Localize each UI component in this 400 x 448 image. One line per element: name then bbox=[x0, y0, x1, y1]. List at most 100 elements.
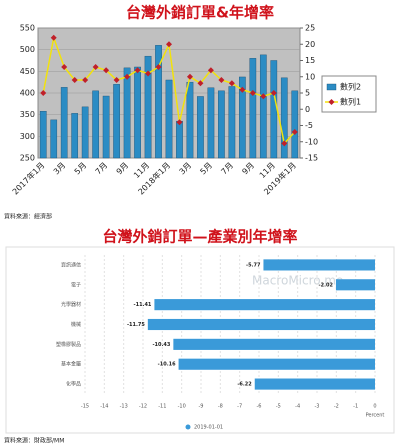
y-tick-label: 資訊通信 bbox=[61, 261, 81, 268]
marker bbox=[249, 90, 256, 96]
bar bbox=[291, 90, 299, 159]
bar bbox=[123, 67, 131, 159]
x-tick-label: -7 bbox=[237, 404, 242, 410]
y-tick-label: 電子 bbox=[71, 281, 81, 288]
bar bbox=[186, 81, 194, 159]
marker bbox=[155, 64, 162, 70]
marker bbox=[291, 129, 298, 135]
y2-tick-label: 15 bbox=[305, 56, 315, 65]
y-tick-label: 250 bbox=[20, 154, 35, 163]
x-tick-label: 0 bbox=[373, 404, 376, 410]
value-label: -10.43 bbox=[152, 342, 170, 348]
y-tick-label: 300 bbox=[20, 132, 35, 141]
marker bbox=[40, 90, 47, 96]
legend-box bbox=[321, 75, 377, 113]
marker bbox=[82, 77, 89, 83]
y-tick-label: 機械 bbox=[71, 321, 81, 328]
x-tick-label: -13 bbox=[120, 404, 128, 410]
source-note: 資料來源：財政部/MM bbox=[4, 437, 64, 445]
marker bbox=[239, 86, 246, 93]
y-tick-label: 450 bbox=[20, 67, 35, 76]
value-label: -2.02 bbox=[319, 282, 334, 288]
bar bbox=[50, 119, 58, 159]
bar bbox=[147, 318, 375, 331]
bar bbox=[154, 299, 375, 311]
legend-label: 數列2 bbox=[340, 82, 361, 92]
legend-swatch bbox=[328, 99, 335, 105]
x-tick-label: 3月 bbox=[52, 161, 68, 177]
legend-label: 2019-01-01 bbox=[194, 425, 223, 431]
y-tick-label: 化學品 bbox=[66, 381, 81, 388]
marker bbox=[186, 73, 193, 80]
marker bbox=[134, 67, 141, 74]
marker bbox=[113, 77, 120, 83]
marker bbox=[270, 90, 277, 96]
value-label: -10.16 bbox=[158, 362, 176, 368]
x-tick-label: -2 bbox=[334, 404, 339, 410]
x-tick-label: -3 bbox=[315, 404, 320, 410]
x-tick-label: 9月 bbox=[115, 161, 131, 177]
bar bbox=[280, 77, 288, 159]
x-tick-label: 7月 bbox=[94, 161, 110, 177]
x-tick-label: 5月 bbox=[198, 161, 214, 177]
bar bbox=[102, 95, 110, 159]
value-label: -11.75 bbox=[127, 322, 145, 328]
y2-tick-label: -15 bbox=[305, 154, 318, 163]
bar bbox=[263, 259, 375, 271]
bar bbox=[228, 86, 236, 159]
marker bbox=[50, 34, 57, 41]
bar bbox=[155, 45, 162, 159]
marker bbox=[260, 93, 267, 100]
chart-title: 台灣外銷訂單&年增率 bbox=[126, 4, 274, 22]
y-tick-label: 550 bbox=[20, 24, 35, 33]
x-tick-label: -10 bbox=[178, 404, 186, 410]
y2-tick-label: 20 bbox=[305, 40, 315, 49]
value-label: -11.41 bbox=[134, 302, 152, 308]
bar bbox=[134, 66, 141, 159]
bar bbox=[173, 338, 375, 350]
marker bbox=[197, 80, 204, 87]
bar bbox=[92, 90, 99, 159]
x-tick-label: 9月 bbox=[240, 161, 256, 177]
marker bbox=[166, 41, 172, 48]
marker bbox=[176, 119, 183, 126]
y-tick-label: 基本金屬 bbox=[61, 361, 81, 368]
bar bbox=[176, 120, 183, 159]
bar bbox=[218, 90, 225, 159]
x-tick-label: 2017年1月 bbox=[10, 160, 46, 196]
x-tick-label: -12 bbox=[139, 404, 147, 410]
marker bbox=[103, 67, 110, 74]
bar bbox=[239, 76, 246, 159]
x-tick-label: -4 bbox=[295, 404, 300, 410]
y2-tick-label: -10 bbox=[305, 137, 318, 146]
marker bbox=[71, 77, 78, 83]
bar bbox=[144, 55, 152, 159]
bar bbox=[270, 60, 278, 159]
x-axis-label: Percent bbox=[366, 413, 385, 419]
x-tick-label: 5月 bbox=[73, 161, 89, 177]
marker bbox=[281, 140, 288, 147]
y2-tick-label: 25 bbox=[305, 24, 315, 33]
marker bbox=[218, 77, 225, 83]
y-tick-label: 350 bbox=[20, 110, 35, 119]
x-tick-label: 3月 bbox=[178, 161, 194, 177]
bar bbox=[178, 358, 375, 370]
bar bbox=[207, 87, 215, 159]
y-tick-label: 500 bbox=[20, 45, 35, 54]
x-tick-label: -8 bbox=[218, 404, 223, 410]
chart-frame bbox=[5, 246, 395, 434]
x-tick-label: -1 bbox=[353, 404, 358, 410]
y-tick-label: 光學器材 bbox=[61, 301, 81, 308]
y2-tick-label: 0 bbox=[305, 105, 310, 114]
y2-tick-label: -5 bbox=[305, 121, 313, 130]
bar bbox=[249, 58, 257, 159]
source-note: 資料來源：經濟部 bbox=[4, 213, 52, 221]
marker bbox=[92, 64, 99, 70]
x-tick-label: -15 bbox=[81, 404, 89, 410]
x-tick-label: -11 bbox=[158, 404, 166, 410]
legend-label: 數列1 bbox=[340, 97, 361, 107]
x-tick-label: 7月 bbox=[219, 161, 235, 177]
x-tick-label: -14 bbox=[100, 404, 108, 410]
marker bbox=[207, 67, 214, 74]
x-tick-label: -9 bbox=[199, 404, 204, 410]
